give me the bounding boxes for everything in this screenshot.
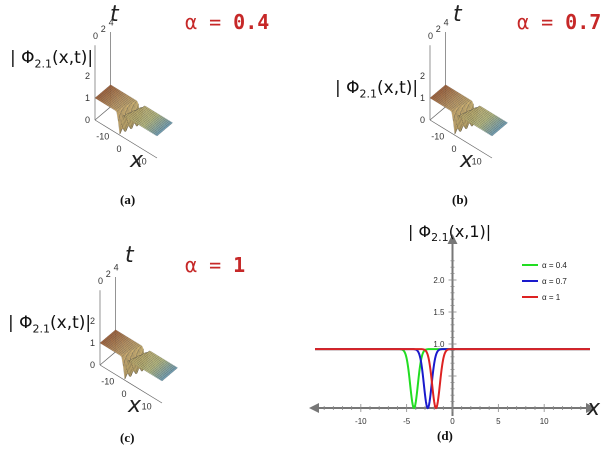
t-tick-label: 2 — [101, 24, 106, 34]
alpha-label: α = 1 — [185, 253, 246, 277]
alpha-label: α = 0.7 — [517, 10, 602, 34]
y-tick-label: 2.0 — [433, 276, 445, 285]
x-tick-label: -10 — [96, 132, 109, 142]
alpha-label: α = 0.4 — [185, 10, 270, 34]
caption: (c) — [120, 430, 135, 445]
x-tick-label: 10 — [540, 417, 549, 426]
t-axis-label: t — [125, 243, 134, 268]
legend: α = 0.4 α = 0.7 α = 1 — [522, 261, 567, 302]
x-axis-label: x — [587, 396, 601, 421]
caption: (a) — [120, 192, 136, 207]
t-tick-label: 4 — [109, 18, 114, 28]
y-arrow-up — [447, 234, 458, 244]
z-tick-label: 2 — [420, 71, 425, 81]
y-axis-label: | Φ2.1(x,t)| — [10, 48, 94, 71]
x-tick-label: -10 — [101, 377, 114, 387]
t-tick-label: 0 — [98, 276, 103, 286]
line-chart: -10 -5 0 5 10 1.0 1.5 2.0 α = 0.4 α = 0.7 α = 1 — [309, 234, 596, 426]
t-axis-label: t — [110, 2, 119, 27]
t-tick-label: 0 — [428, 31, 433, 41]
y-tick-label: 1.0 — [433, 340, 445, 349]
x-tick-label: 0 — [451, 144, 456, 154]
y-tick-label: 1.5 — [433, 308, 445, 317]
t-tick-label: 2 — [436, 24, 441, 34]
z-tick-label: 0 — [90, 360, 95, 370]
z-tick-label: 0 — [85, 115, 90, 125]
t-axis-label: t — [453, 2, 462, 27]
t-tick-label: 0 — [93, 31, 98, 41]
axes: -10 -5 0 5 10 1.0 1.5 2.0 — [309, 234, 596, 426]
caption: (b) — [452, 192, 468, 207]
x-tick-label: -5 — [403, 417, 411, 426]
legend-label: α = 1 — [542, 293, 561, 302]
panel-a: -10 0 10 2 1 0 4 2 0 | Φ2.1(x,t)| t x α = 0.4 (a… — [0, 0, 300, 215]
series-line — [315, 348, 590, 410]
chart-title: | Φ2.1(x,1)| — [408, 222, 492, 245]
caption: (d) — [437, 428, 453, 443]
legend-label: α = 0.4 — [542, 261, 567, 270]
x-tick-label: 0 — [116, 144, 121, 154]
x-tick-label: 0 — [450, 417, 455, 426]
panel-b: -10 0 10 2 1 0 4 2 0 | Φ2.1(x,t)| t x α = 0.7 (b… — [305, 0, 605, 215]
x-tick-label: 5 — [496, 417, 501, 426]
legend-label: α = 0.7 — [542, 277, 567, 286]
z-tick-label: 1 — [420, 93, 425, 103]
x-arrow-left — [309, 403, 319, 413]
t-tick-label: 4 — [114, 263, 119, 273]
x-tick-label: 0 — [121, 389, 126, 399]
surface-mesh — [99, 329, 178, 382]
x-arrow-right — [586, 403, 596, 413]
t-tick-label: 2 — [106, 269, 111, 279]
series-lines — [315, 348, 590, 410]
surface-mesh — [94, 84, 173, 137]
z-tick-label: 0 — [420, 115, 425, 125]
x-tick-label: 10 — [142, 401, 152, 411]
y-axis-label: | Φ2.1(x,t)| — [8, 313, 92, 336]
x-axis-label: x — [128, 393, 142, 418]
z-tick-label: 1 — [90, 338, 95, 348]
z-tick-label: 2 — [85, 71, 90, 81]
x-axis-label: x — [130, 148, 144, 173]
t-tick-label: 4 — [444, 18, 449, 28]
z-tick-label: 2 — [90, 316, 95, 326]
panel-d: -10 -5 0 5 10 1.0 1.5 2.0 α = 0.4 α = 0.7 α = 1 | … — [300, 220, 605, 450]
y-axis-label: | Φ2.1(x,t)| — [335, 78, 419, 101]
panel-c: -10 0 10 2 1 0 4 2 0 | Φ2.1(x,t)| t x α = 1 (c) — [0, 225, 300, 450]
x-tick-label: -10 — [431, 132, 444, 142]
x-axis-label: x — [460, 148, 474, 173]
surface-mesh — [429, 84, 508, 137]
x-tick-label: 10 — [137, 156, 147, 166]
x-tick-label: -10 — [355, 417, 367, 426]
z-tick-label: 1 — [85, 93, 90, 103]
x-tick-label: 10 — [472, 156, 482, 166]
